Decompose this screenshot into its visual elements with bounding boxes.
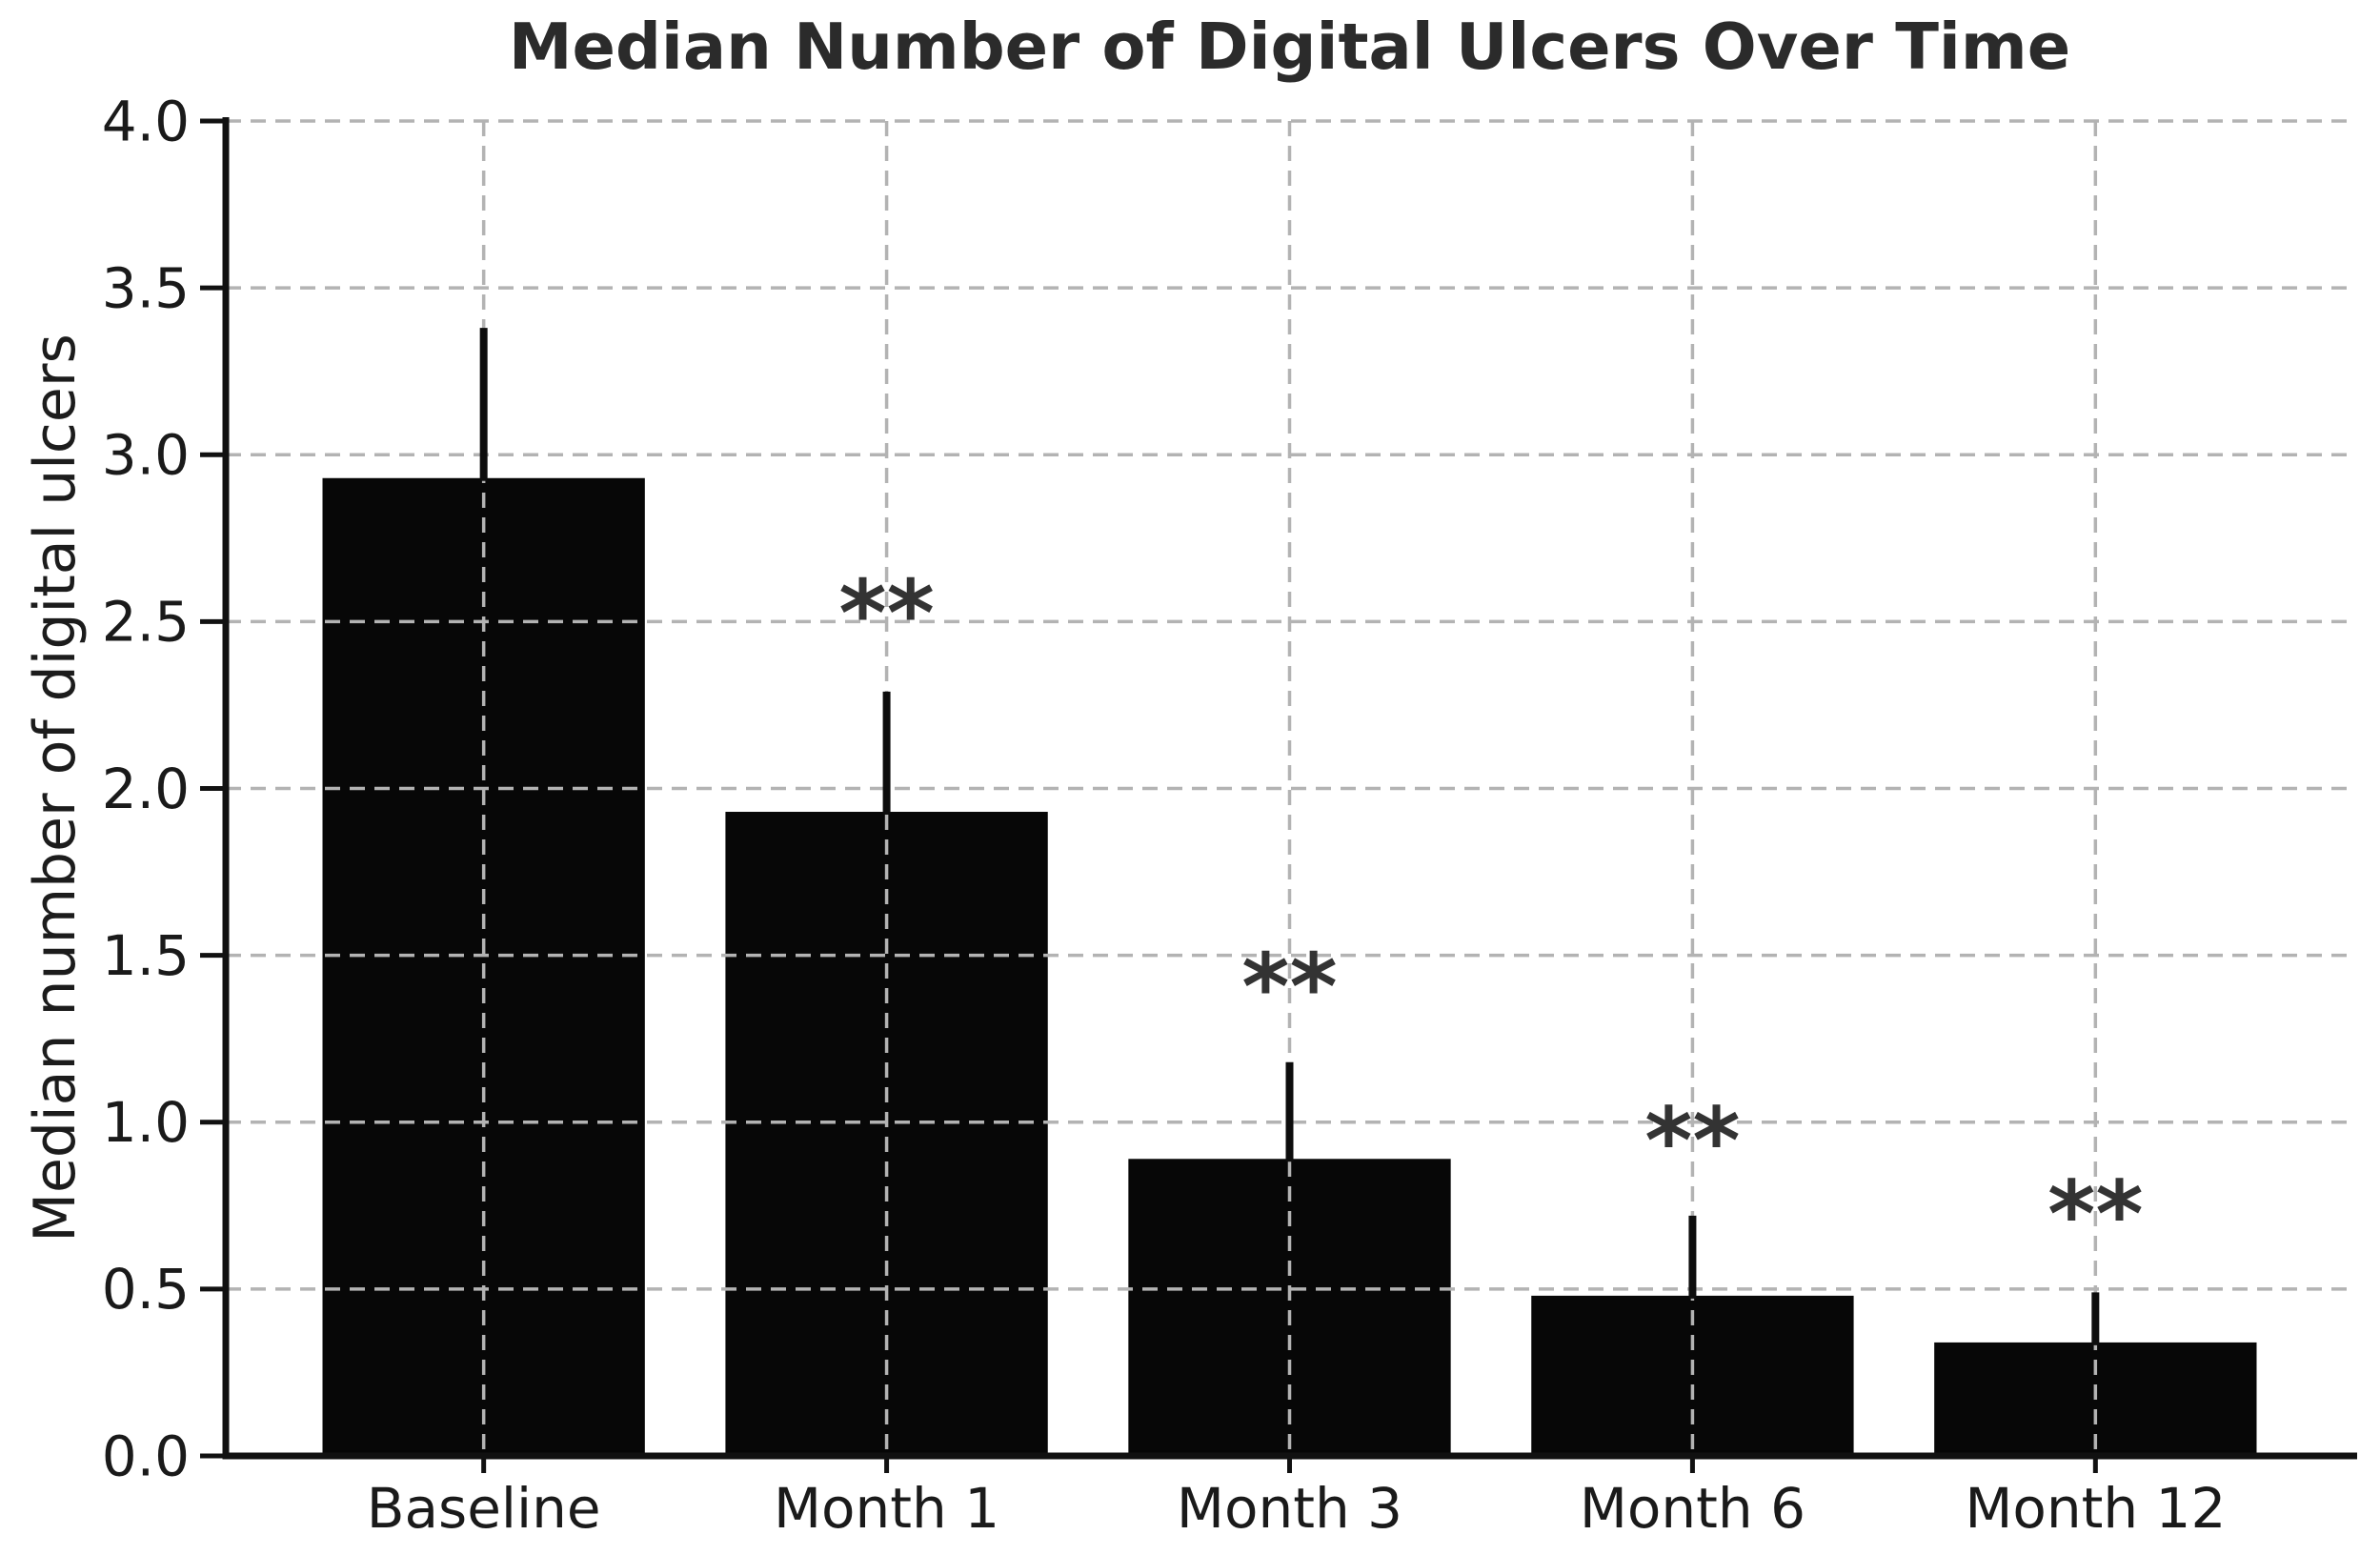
significance-marker-month-1: **	[838, 560, 934, 667]
x-tick-label-month-12: Month 12	[1965, 1476, 2226, 1541]
y-tick-label: 2.5	[102, 590, 190, 655]
significance-marker-month-6: **	[1644, 1088, 1740, 1195]
bar-month-1	[725, 812, 1048, 1456]
y-tick-label: 0.5	[102, 1257, 190, 1322]
x-tick-label-month-6: Month 6	[1580, 1476, 1805, 1541]
significance-marker-month-3: **	[1241, 935, 1337, 1041]
y-tick-label: 1.0	[102, 1090, 190, 1155]
y-tick-label: 2.0	[102, 757, 190, 821]
y-tick-label: 3.0	[102, 423, 190, 488]
x-tick-label-month-3: Month 3	[1177, 1476, 1402, 1541]
significance-marker-month-12: **	[2047, 1161, 2143, 1268]
bar-month-3	[1128, 1159, 1451, 1456]
x-axis-spine	[222, 1452, 2357, 1460]
y-tick-label: 4.0	[102, 89, 190, 153]
chart-title: Median Number of Digital Ulcers Over Tim…	[508, 10, 2071, 84]
x-tick-label-baseline: Baseline	[367, 1476, 601, 1541]
y-axis-spine	[222, 117, 230, 1460]
x-tick-label-month-1: Month 1	[774, 1476, 999, 1541]
y-tick-label: 1.5	[102, 923, 190, 988]
y-tick-label: 0.0	[102, 1424, 190, 1488]
y-tick-label: 3.5	[102, 255, 190, 320]
